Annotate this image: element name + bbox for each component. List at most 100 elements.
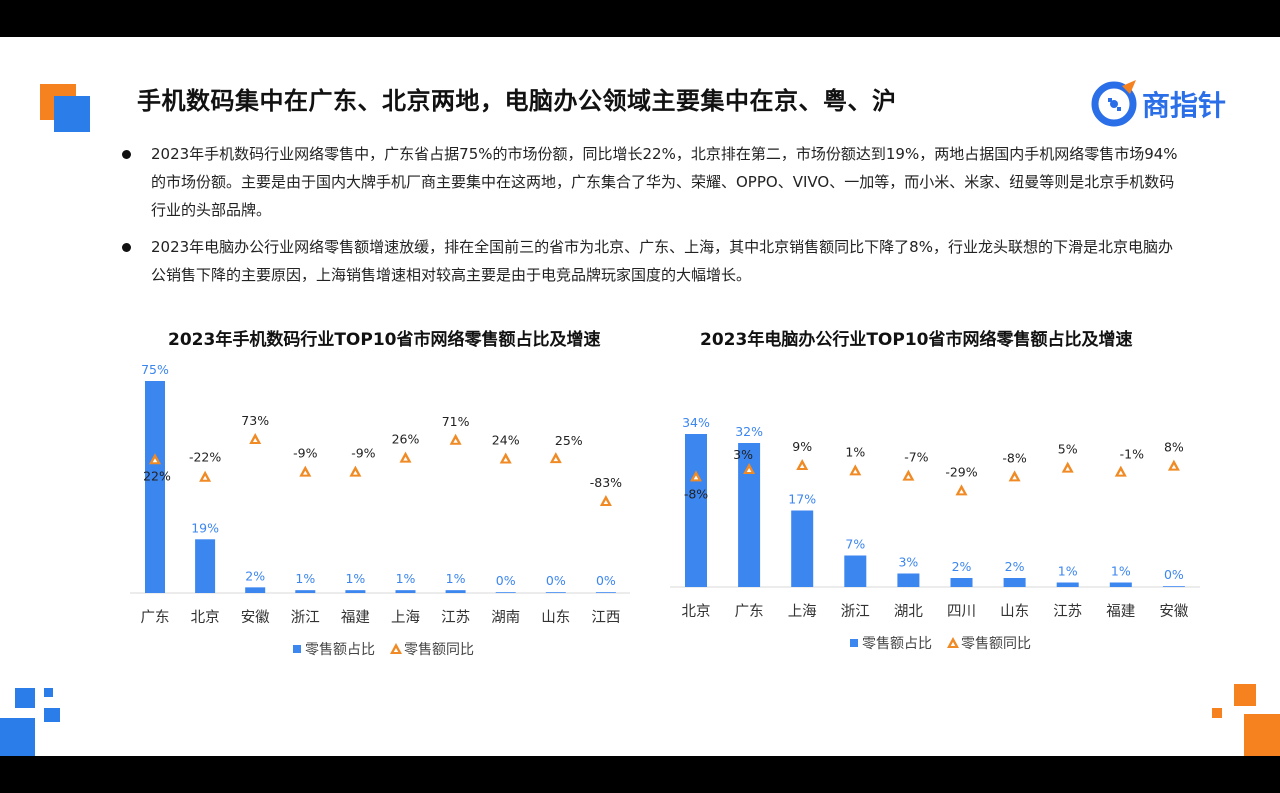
marker-data-label: -8% [684, 486, 708, 501]
bar-北京 [685, 434, 707, 587]
marker-data-label: 24% [492, 432, 520, 447]
marker-data-label: -29% [945, 464, 977, 479]
bar-湖南 [495, 592, 516, 593]
marker-四川 [955, 484, 968, 496]
marker-data-label: -7% [904, 450, 928, 465]
bar-data-label: 2% [1005, 559, 1025, 574]
category-tick-label: 江苏 [441, 609, 470, 626]
legend-label: 零售额占比 [862, 636, 932, 652]
bullet-text: 2023年电脑办公行业网络零售额增速放缓，排在全国前三的省市为北京、广东、上海，… [151, 238, 1173, 284]
category-tick-label: 广东 [735, 603, 764, 620]
bar-福建 [1109, 582, 1132, 587]
deco-square-orange [1212, 708, 1222, 718]
bar-data-label: 1% [1058, 564, 1078, 579]
logo: 商指针 [1090, 76, 1250, 128]
bar-江苏 [445, 590, 466, 593]
bar-data-label: 1% [1111, 564, 1131, 579]
category-tick-label: 安徽 [241, 609, 270, 626]
marker-data-label: 1% [845, 444, 865, 459]
category-tick-label: 四川 [947, 604, 976, 620]
category-tick-label: 上海 [391, 609, 420, 626]
compass-logo-icon [1091, 80, 1137, 127]
marker-浙江 [849, 464, 862, 476]
deco-square-blue [54, 96, 90, 132]
marker-data-label: 9% [792, 439, 812, 454]
legend-bar-swatch [293, 645, 301, 653]
marker-江苏 [449, 433, 462, 445]
bar-data-label: 2% [245, 568, 265, 583]
marker-上海 [399, 451, 412, 463]
marker-江西 [599, 494, 612, 506]
bar-data-label: 1% [295, 571, 315, 586]
bullet-dot [122, 150, 131, 159]
bar-data-label: 0% [496, 573, 516, 588]
category-tick-label: 江苏 [1053, 603, 1082, 620]
category-tick-label: 浙江 [291, 609, 320, 626]
marker-data-label: -83% [590, 475, 622, 490]
marker-data-label: 3% [733, 447, 753, 462]
marker-上海 [796, 459, 809, 470]
marker-data-label: -9% [293, 446, 317, 461]
bar-data-label: 0% [1164, 567, 1184, 582]
marker-data-label: -1% [1120, 447, 1144, 462]
bar-浙江 [295, 590, 316, 593]
marker-安徽 [249, 433, 262, 444]
bar-安徽 [1162, 586, 1185, 587]
slide: 手机数码集中在广东、北京两地，电脑办公领域主要集中在京、粤、沪 商指针 2023… [0, 37, 1280, 756]
bullet-dot [122, 243, 131, 252]
bar-四川 [950, 578, 973, 587]
deco-square-orange [1234, 684, 1256, 706]
bar-data-label: 32% [735, 424, 763, 439]
page-title: 手机数码集中在广东、北京两地，电脑办公领域主要集中在京、粤、沪 [137, 87, 897, 115]
bar-data-label: 75% [141, 362, 169, 377]
deco-square-blue [44, 708, 60, 722]
bar-北京 [195, 539, 216, 593]
bullet-text: 2023年手机数码行业网络零售中，广东省占据75%的市场份额，同比增长22%，北… [151, 145, 1178, 219]
deco-square-orange [1244, 714, 1280, 756]
category-tick-label: 浙江 [841, 603, 870, 620]
bar-广东 [145, 381, 165, 593]
marker-浙江 [299, 465, 312, 477]
bar-上海 [395, 590, 416, 593]
marker-湖南 [499, 452, 512, 464]
bar-data-label: 17% [788, 492, 816, 507]
category-tick-label: 山东 [541, 609, 570, 626]
marker-湖北 [902, 469, 915, 481]
bar-湖北 [897, 573, 920, 587]
bar-data-label: 1% [446, 571, 466, 586]
bar-福建 [345, 590, 366, 593]
phone-digital-chart: 75% 广东 22% 19% 北京 -22% 2% 安徽 73% 1% 浙江 -9% 1% 福建 -9% 1%… [130, 362, 630, 658]
marker-data-label: 25% [555, 433, 583, 448]
marker-data-label: 5% [1058, 442, 1078, 457]
category-tick-label: 安徽 [1159, 603, 1188, 620]
legend-label: 零售额同比 [404, 642, 474, 658]
deco-square-blue [15, 688, 35, 708]
marker-北京 [690, 470, 702, 482]
bar-山东 [545, 592, 566, 593]
marker-江苏 [1061, 461, 1074, 473]
bar-data-label: 19% [191, 520, 219, 535]
marker-安徽 [1167, 459, 1180, 471]
marker-data-label: -9% [351, 446, 375, 461]
category-tick-label: 山东 [1000, 603, 1029, 620]
deco-square-blue [0, 718, 35, 756]
marker-山东 [1008, 470, 1021, 482]
category-tick-label: 福建 [1106, 603, 1135, 620]
legend-label: 零售额同比 [961, 636, 1031, 652]
category-tick-label: 湖南 [491, 609, 520, 626]
legend-marker-swatch [947, 637, 959, 648]
marker-data-label: 22% [143, 468, 171, 483]
legend-label: 零售额占比 [305, 642, 375, 658]
bar-山东 [1003, 578, 1026, 587]
marker-data-label: 26% [392, 432, 420, 447]
marker-福建 [349, 465, 362, 477]
marker-data-label: -8% [1002, 450, 1026, 465]
bar-江西 [595, 592, 616, 593]
marker-山东 [549, 452, 562, 464]
category-tick-label: 湖北 [894, 603, 923, 620]
bar-江苏 [1056, 582, 1079, 587]
category-tick-label: 江西 [591, 609, 620, 626]
marker-data-label: 71% [442, 414, 470, 429]
marker-广东 [149, 453, 161, 465]
bar-上海 [791, 510, 814, 587]
